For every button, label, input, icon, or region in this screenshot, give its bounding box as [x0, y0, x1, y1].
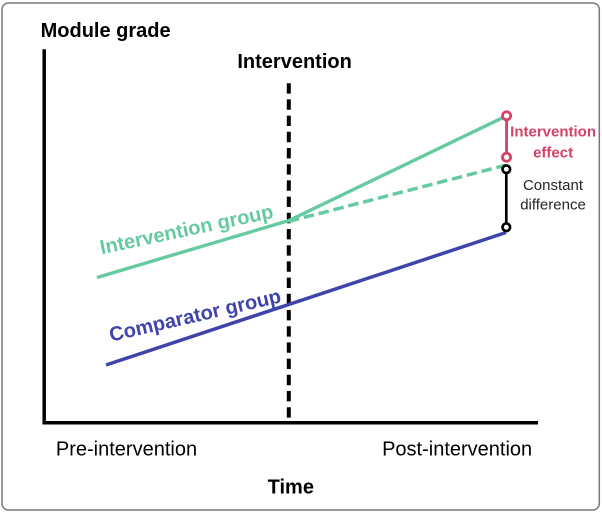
svg-text:difference: difference [520, 197, 586, 214]
svg-text:Module grade: Module grade [41, 20, 171, 42]
svg-text:Post-intervention: Post-intervention [382, 439, 532, 461]
svg-text:Constant: Constant [523, 177, 584, 194]
svg-text:Intervention: Intervention [237, 51, 351, 73]
svg-text:Pre-intervention: Pre-intervention [56, 439, 197, 461]
svg-text:Time: Time [268, 477, 314, 499]
svg-text:effect: effect [533, 144, 573, 161]
svg-text:Intervention: Intervention [510, 124, 596, 141]
